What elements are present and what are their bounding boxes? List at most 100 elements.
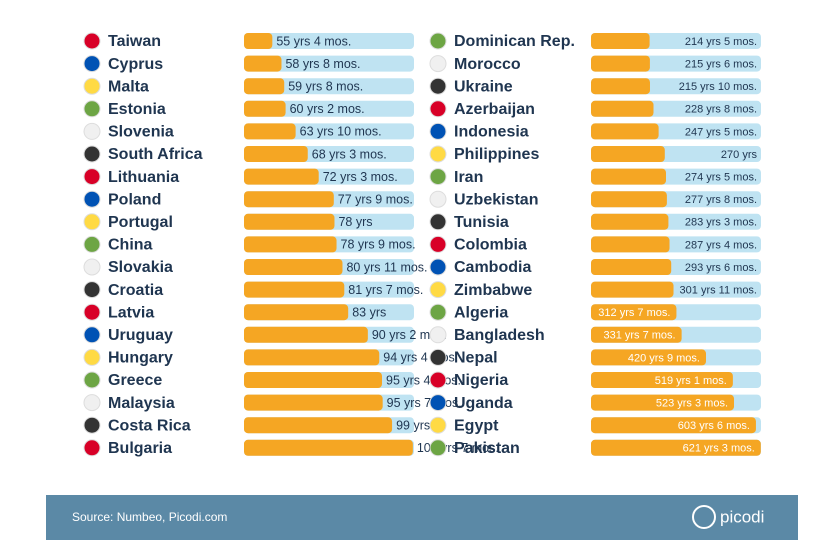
bar — [244, 100, 286, 117]
country-name: Lithuania — [108, 169, 179, 186]
country-name: South Africa — [108, 146, 203, 163]
country-name: Ukraine — [454, 78, 513, 95]
country-name: Latvia — [108, 304, 154, 321]
value-label: 603 yrs 6 mos. — [678, 420, 750, 432]
value-label: 95 yrs 4 mos. — [386, 373, 461, 387]
value-label: 293 yrs 6 mos. — [685, 262, 757, 274]
country-name: Taiwan — [108, 33, 161, 50]
value-label: 78 yrs — [338, 215, 372, 229]
value-label: 274 yrs 5 mos. — [685, 172, 757, 184]
bar — [591, 33, 650, 49]
value-label: 72 yrs 3 mos. — [323, 170, 398, 184]
country-name: Nigeria — [454, 372, 508, 389]
flag — [83, 77, 101, 95]
bar — [591, 78, 650, 95]
flag — [429, 326, 447, 344]
flag — [83, 145, 101, 163]
bar-track — [244, 100, 414, 117]
source: Source: Numbeo, Picodi.com — [72, 510, 227, 524]
country-name: Colombia — [454, 237, 527, 254]
flag — [429, 55, 447, 73]
value-label: 80 yrs 11 mos. — [346, 260, 427, 274]
country-name: Bangladesh — [454, 327, 545, 344]
flag — [429, 394, 447, 412]
footer-bar — [46, 495, 798, 540]
bar — [591, 191, 667, 208]
country-name: Iran — [454, 169, 483, 186]
flag — [83, 55, 101, 73]
flag — [83, 371, 101, 389]
bar-track — [244, 55, 414, 72]
country-name: Dominican Rep. — [454, 33, 575, 50]
country-name: Costa Rica — [108, 417, 191, 434]
flag — [83, 303, 101, 321]
flag — [429, 190, 447, 208]
bar — [244, 236, 337, 253]
flag — [83, 213, 101, 231]
country-name: Philippines — [454, 146, 539, 163]
flag — [429, 32, 447, 50]
value-label: 81 yrs 7 mos. — [348, 283, 423, 297]
bar — [591, 394, 735, 411]
flag — [83, 32, 101, 50]
flag — [83, 326, 101, 344]
flag — [429, 213, 447, 231]
flag — [83, 281, 101, 299]
bar — [244, 372, 383, 388]
flag — [83, 439, 101, 457]
bar-track — [244, 33, 414, 49]
flag — [429, 371, 447, 389]
value-label: 277 yrs 8 mos. — [685, 194, 757, 206]
country-name: China — [108, 237, 153, 254]
bar — [244, 191, 334, 208]
bar — [591, 168, 667, 185]
bar — [244, 394, 383, 411]
value-label: 621 yrs 3 mos. — [683, 443, 755, 455]
flag — [429, 416, 447, 434]
country-name: Croatia — [108, 282, 163, 299]
flag — [83, 100, 101, 118]
bar-track — [244, 78, 414, 95]
value-label: 90 yrs 2 mos. — [372, 328, 447, 342]
bar — [591, 236, 670, 253]
bar — [244, 281, 345, 298]
bar — [591, 55, 650, 72]
value-label: 83 yrs — [352, 305, 386, 319]
bar — [591, 281, 674, 298]
country-name: Greece — [108, 372, 162, 389]
value-label: 95 yrs 7 mos. — [387, 396, 462, 410]
value-label: 287 yrs 4 mos. — [685, 239, 757, 251]
bar — [591, 372, 733, 388]
bar — [591, 417, 756, 434]
country-name: Nepal — [454, 350, 498, 367]
country-name: Egypt — [454, 417, 499, 434]
country-name: Poland — [108, 191, 161, 208]
country-name: Zimbabwe — [454, 282, 532, 299]
value-label: 94 yrs 4 mos. — [383, 351, 458, 365]
bar — [591, 146, 665, 162]
value-label: 519 yrs 1 mos. — [655, 375, 727, 387]
country-name: Uruguay — [108, 327, 173, 344]
flag — [429, 348, 447, 366]
bar — [591, 326, 682, 343]
value-label: 214 yrs 5 mos. — [685, 36, 757, 48]
bar — [244, 349, 380, 366]
bar — [591, 213, 669, 230]
country-name: Bulgaria — [108, 440, 172, 457]
country-name: Cyprus — [108, 56, 163, 73]
country-name: Slovakia — [108, 259, 173, 276]
country-name: Slovenia — [108, 124, 174, 141]
bar — [244, 168, 319, 185]
value-label: 63 yrs 10 mos. — [300, 125, 382, 139]
brand: picodi — [720, 507, 764, 526]
bar — [244, 146, 308, 162]
country-name: Morocco — [454, 56, 521, 73]
flag — [429, 168, 447, 186]
value-label: 247 yrs 5 mos. — [685, 126, 757, 138]
bar — [591, 123, 659, 140]
value-label: 58 yrs 8 mos. — [285, 57, 360, 71]
bar — [591, 304, 677, 321]
flag — [83, 235, 101, 253]
